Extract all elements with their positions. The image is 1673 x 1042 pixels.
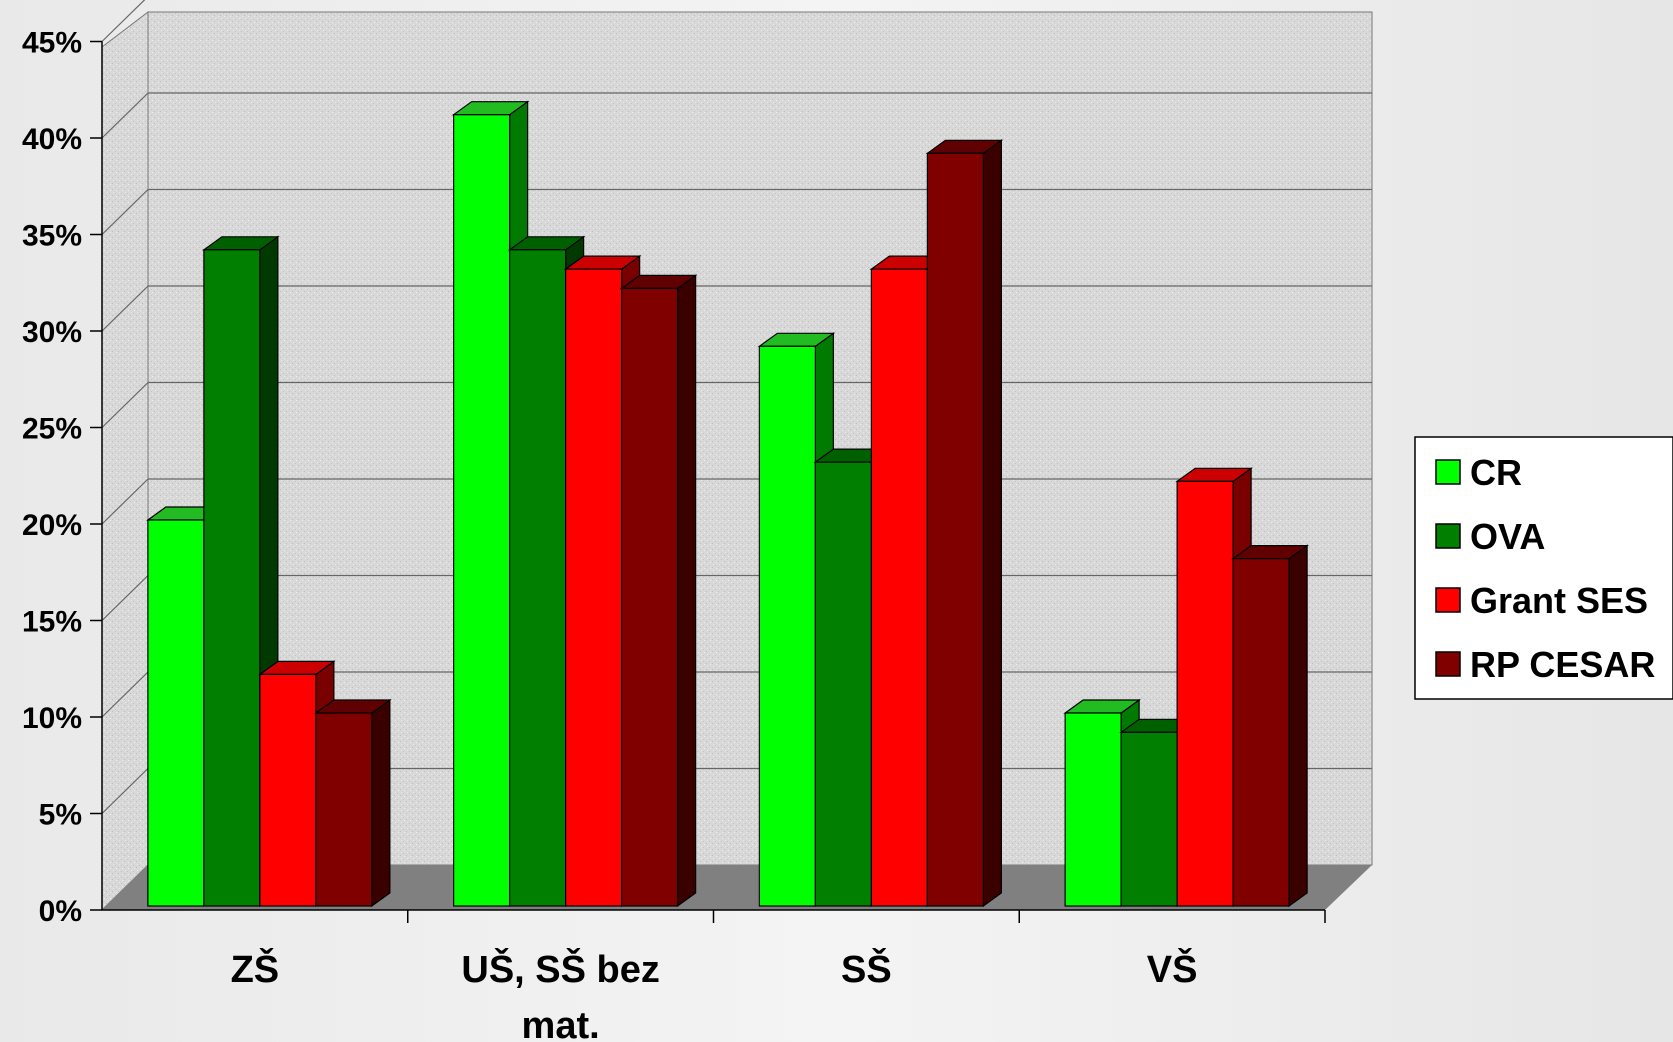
y-tick-label: 20% [22, 509, 82, 542]
gridline-side [101, 382, 149, 428]
y-tick-label: 10% [22, 702, 82, 735]
bar [314, 698, 392, 908]
legend-item: RP CESAR [1435, 644, 1655, 685]
bar-side [1288, 544, 1308, 908]
bar-side [677, 274, 697, 908]
y-tick-label: 25% [22, 413, 82, 446]
gridline-side [101, 285, 149, 332]
bar-side [982, 139, 1002, 908]
x-axis: ZŠ UŠ, SŠ bez mat. SŠ VŠ [102, 909, 1326, 1042]
gridline-side [101, 575, 149, 621]
y-tick-label: 45% [22, 27, 82, 60]
gridline-side [101, 671, 149, 718]
gridline-side [101, 478, 149, 525]
legend-label: RP CESAR [1470, 644, 1655, 685]
gridline-side [101, 0, 146, 42]
x-tick-label: SŠ [841, 946, 892, 991]
bar-front [870, 268, 928, 907]
gridline-side [101, 189, 149, 235]
legend-label: Grant SES [1470, 580, 1648, 621]
bar-front [1176, 480, 1234, 907]
bar-front [1232, 557, 1290, 907]
y-tick-label: 35% [22, 220, 82, 253]
bar-front [453, 114, 511, 907]
legend-swatch [1435, 587, 1461, 613]
x-tick-label: ZŠ [231, 946, 280, 991]
legend: CR OVA Grant SES RP CESAR [1414, 436, 1673, 700]
legend-swatch [1435, 459, 1461, 485]
bar-front [203, 249, 261, 907]
bar-front [565, 268, 623, 907]
bar [1231, 544, 1309, 908]
legend-item: CR [1435, 452, 1522, 493]
legend-item: OVA [1435, 516, 1545, 557]
bar-front [315, 712, 373, 907]
gridline-side [101, 92, 149, 139]
legend-item: Grant SES [1435, 580, 1648, 621]
bar-front [509, 249, 567, 907]
y-tick-label: 40% [22, 123, 82, 156]
y-tick-label: 5% [39, 799, 82, 832]
y-tick-label: 15% [22, 606, 82, 639]
gridline-side [101, 768, 149, 814]
x-tick-label: UŠ, SŠ bez mat. [461, 946, 660, 1042]
legend-swatch [1435, 651, 1461, 677]
legend-swatch [1435, 523, 1461, 549]
bar [619, 274, 698, 908]
legend-label: OVA [1470, 516, 1545, 557]
y-tick-label: 30% [22, 316, 82, 349]
bar-front [621, 287, 679, 907]
bar-front [758, 345, 816, 907]
chart-floor [102, 865, 1372, 910]
bar [925, 139, 1004, 908]
bar-front [1120, 731, 1178, 907]
bar-front [1064, 712, 1122, 907]
legend-label: CR [1470, 452, 1522, 493]
bar-front [147, 519, 205, 907]
bars [146, 100, 1309, 908]
y-tick-label: 0% [39, 895, 82, 928]
bar-front [259, 673, 317, 907]
bar-front [814, 461, 872, 907]
x-tick-label: VŠ [1147, 946, 1198, 991]
y-axis: 0% 5% 10% 15% 20% 25% 30% 35% 40% 45% [22, 27, 103, 928]
bar-side [371, 698, 391, 908]
bar-front [926, 152, 984, 907]
